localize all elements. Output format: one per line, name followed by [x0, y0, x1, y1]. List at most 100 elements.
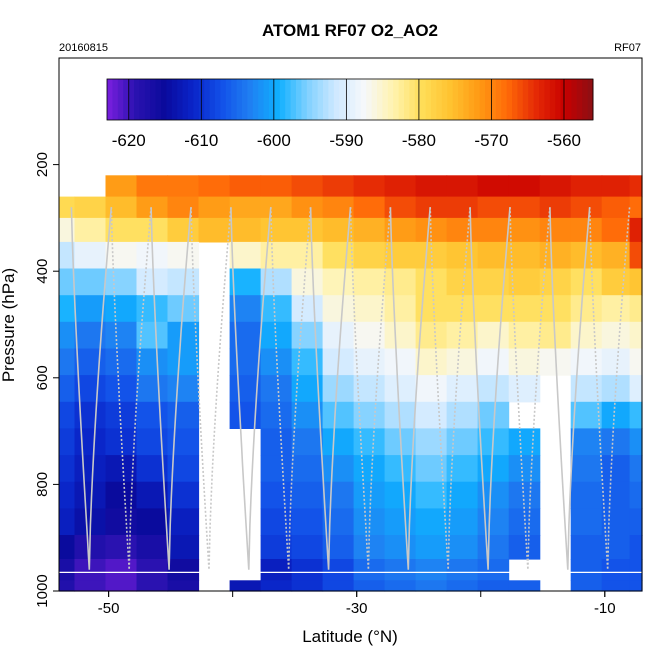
heatmap-cell	[59, 241, 76, 270]
heatmap-cell	[105, 508, 138, 536]
heatmap-cell	[136, 481, 169, 509]
heatmap-cell	[322, 268, 355, 296]
y-tick-label: 400	[34, 259, 51, 284]
heatmap-cell	[59, 268, 76, 296]
heatmap-cell	[136, 428, 169, 456]
flight-label: RF07	[614, 42, 641, 54]
heatmap-cell	[353, 295, 386, 323]
colorbar-tick-label: -610	[184, 131, 218, 150]
colorbar-segment	[576, 79, 583, 120]
heatmap-cell	[229, 268, 262, 296]
heatmap-cell	[415, 268, 448, 296]
heatmap-cell	[446, 455, 479, 483]
colorbar-segment	[242, 79, 248, 120]
colorbar-segment	[387, 79, 394, 120]
heatmap-cell	[260, 580, 293, 592]
heatmap-cell	[601, 348, 631, 376]
heatmap-cell	[198, 196, 231, 219]
heatmap-cell	[508, 241, 541, 270]
flight-profile-line	[190, 207, 232, 570]
heatmap-cell	[167, 559, 200, 581]
flight-profile-line	[270, 207, 312, 570]
heatmap-cell	[601, 268, 631, 296]
x-tick-label: -30	[346, 600, 368, 617]
x-axis-label: Latitude (°N)	[302, 627, 398, 646]
heatmap-cell	[601, 481, 631, 509]
heatmap-cell	[384, 321, 417, 350]
flight-profile-line	[110, 207, 152, 570]
heatmap-cell	[570, 295, 603, 323]
heatmap-cell	[570, 196, 603, 219]
heatmap-cell	[291, 241, 324, 270]
heatmap-cell	[291, 175, 324, 198]
heatmap-cell	[508, 455, 541, 483]
heatmap-cell	[291, 321, 324, 350]
colorbar-segment	[317, 79, 324, 120]
heatmap-cell	[384, 268, 417, 296]
heatmap-cell	[322, 321, 355, 350]
heatmap-cell	[167, 508, 200, 536]
heatmap-cell	[570, 348, 603, 376]
heatmap-cell	[384, 217, 417, 243]
heatmap-cell	[229, 175, 262, 198]
heatmap-cell	[74, 481, 107, 509]
heatmap-cell	[59, 580, 76, 592]
heatmap-cell	[570, 559, 603, 581]
colorbar-segment	[171, 79, 178, 120]
colorbar-segment	[463, 79, 470, 120]
colorbar-segment	[150, 79, 157, 120]
heatmap-cell	[415, 580, 448, 592]
heatmap-cell	[353, 481, 386, 509]
heatmap-cell	[629, 321, 643, 350]
colorbar-segment	[301, 79, 308, 120]
flight-profile-line	[309, 207, 352, 570]
heatmap-cell	[291, 348, 324, 376]
heatmap-cell	[601, 559, 631, 581]
heatmap-cell	[570, 535, 603, 560]
flight-profile-line	[349, 207, 392, 570]
colorbar-segment	[220, 79, 227, 120]
heatmap-cell	[353, 401, 386, 429]
colorbar-segment	[134, 79, 140, 120]
colorbar-segment	[544, 79, 551, 120]
flight-profile-line	[230, 207, 272, 570]
heatmap-cell	[384, 196, 417, 219]
flight-profile-line	[549, 207, 591, 570]
heatmap-cell	[570, 321, 603, 350]
heatmap-cell	[74, 455, 107, 483]
colorbar-segment	[528, 79, 535, 120]
x-axis: -50 -30 -10	[98, 591, 616, 617]
heatmap-cell	[229, 348, 262, 376]
colorbar-segment	[441, 79, 448, 120]
colorbar-segment	[328, 79, 335, 120]
heatmap-cell	[477, 175, 510, 198]
heatmap-cell	[167, 175, 200, 198]
heatmap-cell	[601, 428, 631, 456]
y-tick-label: 200	[34, 152, 51, 177]
colorbar-segment	[247, 79, 254, 120]
heatmap-cell	[415, 508, 448, 536]
heatmap-cell	[508, 375, 541, 403]
heatmap-cell	[629, 375, 643, 403]
heatmap-cell	[446, 428, 479, 456]
flight-profile-line	[429, 207, 471, 570]
x-tick-label: -50	[98, 600, 120, 617]
heatmap-cell	[322, 196, 355, 219]
colorbar-segment	[555, 79, 562, 120]
heatmap-cell	[353, 428, 386, 456]
heatmap-cell	[74, 348, 107, 376]
heatmap-cell	[59, 559, 76, 581]
colorbar-tick-label: -600	[257, 131, 291, 150]
x-tick-label: -10	[594, 600, 616, 617]
colorbar-segment	[360, 79, 367, 120]
heatmap-cell	[59, 535, 76, 560]
colorbar-segment	[155, 79, 162, 120]
heatmap-cell	[105, 455, 138, 483]
heatmap-cell	[477, 295, 510, 323]
heatmap-cell	[291, 196, 324, 219]
colorbar-segment	[404, 79, 410, 120]
heatmap-cell	[629, 508, 643, 536]
heatmap-cell	[59, 375, 76, 403]
heatmap-cell	[260, 217, 293, 243]
heatmap-cell	[508, 268, 541, 296]
